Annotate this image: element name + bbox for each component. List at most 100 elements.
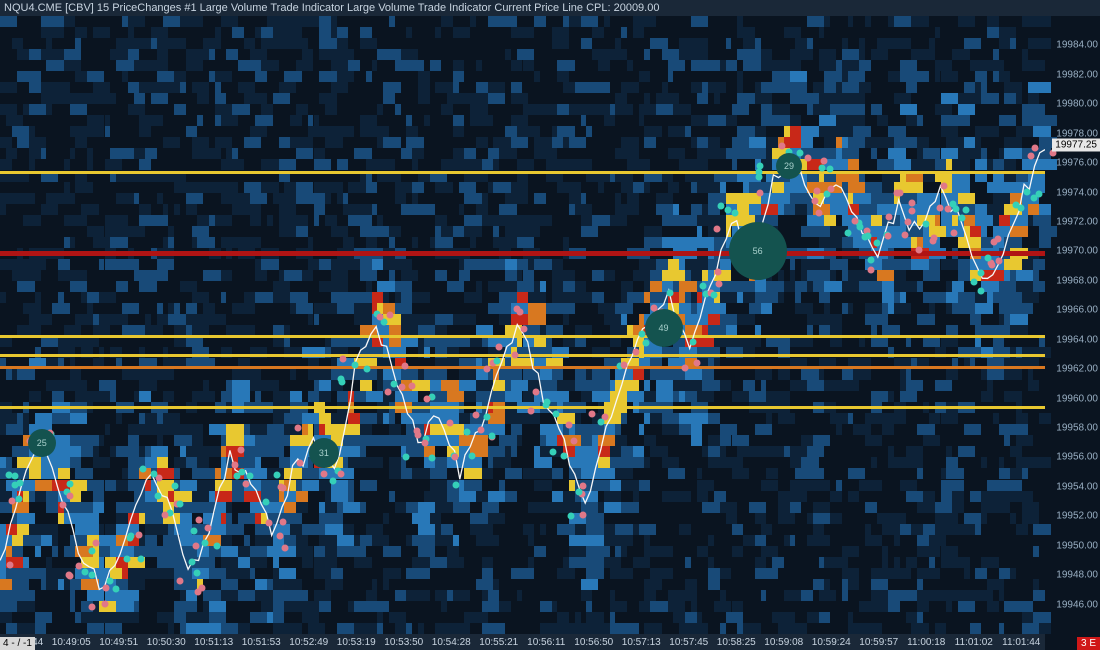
y-tick-label: 19966.00 [1056, 305, 1098, 316]
trade-dot [391, 380, 398, 387]
trade-dot [238, 469, 245, 476]
trade-dot [89, 603, 96, 610]
x-tick-label: 11:00:18 [907, 637, 945, 648]
trade-dot [958, 215, 965, 222]
trade-dot [552, 410, 559, 417]
trade-dot [339, 355, 346, 362]
x-tick-label: 10:59:08 [764, 637, 803, 648]
trade-dot [805, 154, 812, 161]
chart-header: NQU4.CME [CBV] 15 PriceChanges #1 Large … [0, 0, 1100, 16]
trade-dot [995, 235, 1002, 242]
trade-dot [724, 206, 731, 213]
trade-dot [937, 204, 944, 211]
trade-dot [901, 231, 908, 238]
trade-dot [930, 237, 937, 244]
trade-dot [103, 585, 110, 592]
trade-dot [950, 230, 957, 237]
trade-dot [7, 562, 14, 569]
trade-dot [112, 586, 119, 593]
trade-dot [620, 361, 627, 368]
trade-dot [277, 533, 284, 540]
large-volume-bubble[interactable]: 25 [28, 429, 56, 457]
trade-dot [977, 270, 984, 277]
trade-dot [205, 524, 212, 531]
trade-dot [682, 364, 689, 371]
trade-dot [828, 185, 835, 192]
y-axis: 19946.0019948.0019950.0019952.0019954.00… [1045, 16, 1100, 634]
large-volume-bubble[interactable]: 56 [729, 222, 787, 280]
large-volume-bubble[interactable]: 29 [776, 153, 802, 179]
trade-dot [989, 262, 996, 269]
trade-dot [995, 257, 1002, 264]
trade-dot [8, 498, 15, 505]
trade-dot [886, 214, 893, 221]
y-tick-label: 19954.00 [1056, 481, 1098, 492]
trade-dot [177, 501, 184, 508]
trade-dot [812, 198, 819, 205]
trade-dot [714, 225, 721, 232]
large-volume-bubble[interactable]: 49 [645, 309, 683, 347]
trade-dot [885, 232, 892, 239]
trade-dot [59, 501, 66, 508]
trade-dot [915, 246, 922, 253]
trade-dot [280, 485, 287, 492]
horizontal-level-line [0, 171, 1045, 174]
trade-dot [263, 499, 270, 506]
trade-dot [514, 306, 521, 313]
trade-dot [102, 601, 109, 608]
trade-dot [818, 165, 825, 172]
trade-dot [65, 572, 72, 579]
y-tick-label: 19972.00 [1056, 217, 1098, 228]
trade-dot [297, 460, 304, 467]
trade-dot [977, 287, 984, 294]
chart-plot-area[interactable]: 25 31 49 56 29 [0, 16, 1045, 634]
horizontal-level-line [0, 354, 1045, 357]
bottom-left-label: 4 - / -1 [0, 637, 35, 650]
trade-dot [904, 218, 911, 225]
trade-dot [778, 142, 785, 149]
trade-dot [280, 519, 287, 526]
trade-dot [139, 465, 146, 472]
x-tick-label: 10:51:53 [242, 637, 281, 648]
x-tick-label: 10:53:19 [337, 637, 376, 648]
x-tick-label: 10:57:45 [669, 637, 708, 648]
current-price-label: 19977.25 [1052, 138, 1100, 151]
trade-dot [191, 527, 198, 534]
trade-dot [194, 569, 201, 576]
trade-dot [473, 411, 480, 418]
trade-dot [731, 210, 738, 217]
trade-dot [150, 471, 157, 478]
trade-dot [757, 189, 764, 196]
x-tick-label: 11:01:02 [955, 637, 993, 648]
trade-dot [693, 359, 700, 366]
x-tick-label: 10:49:51 [99, 637, 138, 648]
horizontal-level-line [0, 406, 1045, 409]
x-axis: 10:48:4410:49:0510:49:5110:50:3010:51:13… [0, 634, 1045, 650]
large-volume-bubble[interactable]: 31 [309, 438, 339, 468]
trade-dot [493, 357, 500, 364]
trade-dot [821, 158, 828, 165]
y-tick-label: 19950.00 [1056, 540, 1098, 551]
trade-dot [667, 289, 674, 296]
trade-dot [231, 461, 238, 468]
trade-dot [422, 439, 429, 446]
trade-dot [107, 578, 114, 585]
x-tick-label: 10:49:05 [52, 637, 91, 648]
trade-dot [273, 471, 280, 478]
trade-dot [949, 201, 956, 208]
trade-dot [377, 313, 384, 320]
x-tick-label: 10:59:57 [859, 637, 898, 648]
trade-dot [66, 480, 73, 487]
trade-dot [757, 163, 764, 170]
trade-dot [453, 481, 460, 488]
trade-dot [868, 256, 875, 263]
trade-dot [864, 232, 871, 239]
trade-dot [633, 349, 640, 356]
x-tick-label: 10:54:28 [432, 637, 471, 648]
y-tick-label: 19964.00 [1056, 334, 1098, 345]
trade-dot [213, 542, 220, 549]
trade-dot [468, 453, 475, 460]
trade-dot [176, 577, 183, 584]
trade-dot [533, 389, 540, 396]
trade-dot [856, 223, 863, 230]
